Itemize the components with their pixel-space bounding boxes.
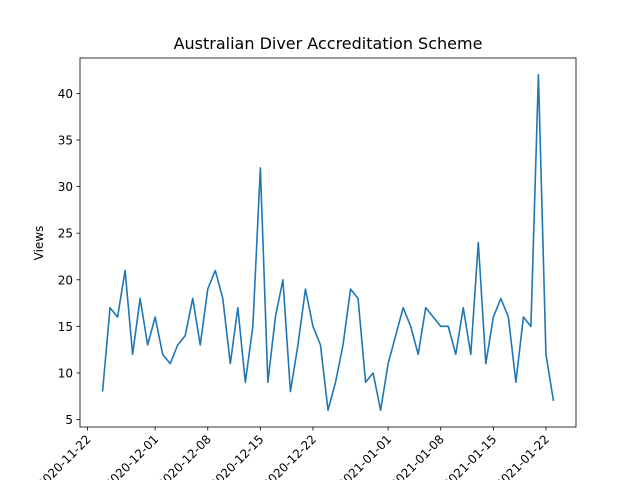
y-tick-label: 35 [58,134,73,148]
x-tick-label: 2021-01-08 [388,432,447,480]
y-tick-label: 25 [58,227,73,241]
y-axis-label: Views [32,226,46,261]
y-tick-label: 40 [58,87,73,101]
x-tick-label: 2020-12-01 [102,432,161,480]
y-tick-label: 30 [58,180,73,194]
chart-title: Australian Diver Accreditation Scheme [174,34,483,53]
y-tick-label: 20 [58,273,73,287]
series-line-0 [101,73,555,412]
x-tick-label: 2021-01-01 [335,432,394,480]
y-tick-label: 10 [58,366,73,380]
x-tick-label: 2020-12-08 [155,432,214,480]
x-tick-label: 2021-01-22 [493,432,552,480]
x-tick-label: 2020-11-22 [34,432,93,480]
y-tick-label: 5 [65,413,73,427]
plot-frame [79,57,577,428]
x-tick-label: 2020-12-22 [260,432,319,480]
y-tick-label: 15 [58,320,73,334]
x-tick-label: 2020-12-15 [207,432,266,480]
x-tick-label: 2021-01-15 [440,432,499,480]
